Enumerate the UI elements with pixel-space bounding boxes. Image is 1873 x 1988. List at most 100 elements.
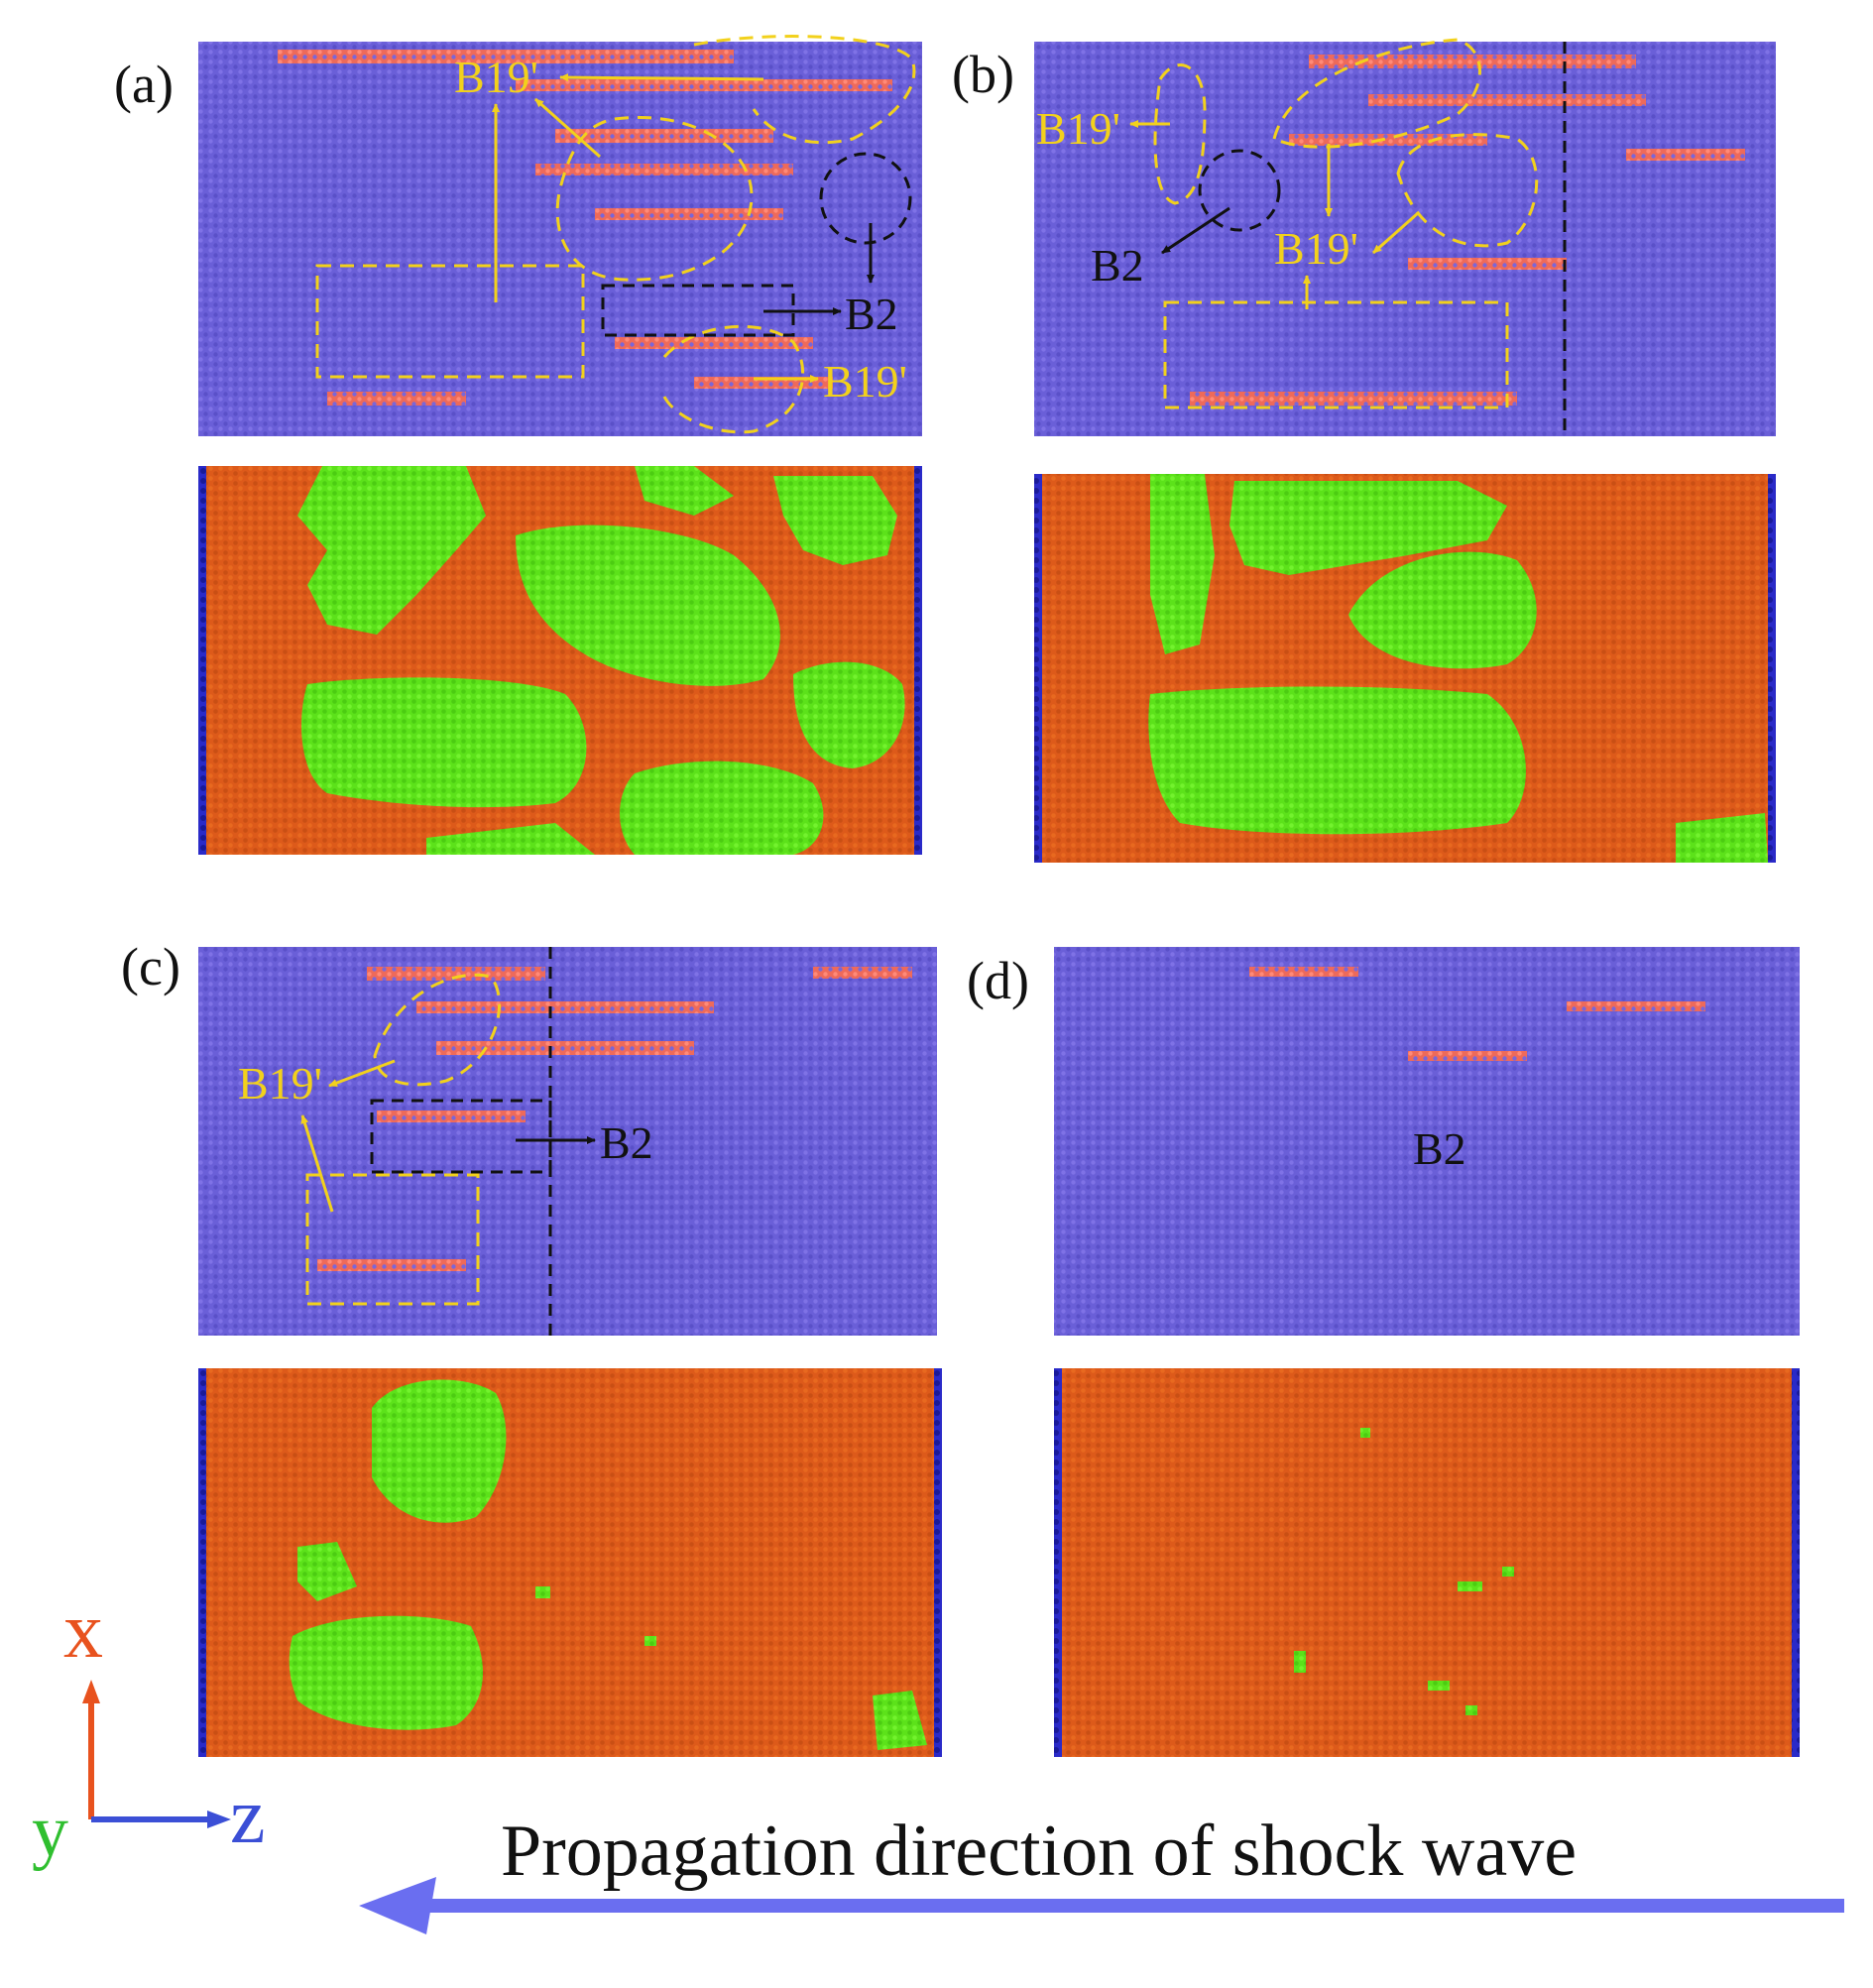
shock-arrow-head — [359, 1877, 436, 1934]
panel-c-tag-b2: B2 — [600, 1117, 653, 1168]
panel-c — [198, 947, 942, 1757]
panel-a-arrow — [534, 97, 601, 159]
panel-d-green-region — [1465, 1705, 1477, 1715]
panel-c-stripe — [367, 967, 545, 981]
shock-arrow-shaft — [426, 1899, 1844, 1913]
panel-d-green-region — [1360, 1428, 1370, 1438]
panel-a-stripe — [555, 129, 773, 143]
panel-d-edge — [1054, 1368, 1062, 1757]
panel-a-green-region — [635, 466, 734, 516]
panel-b-arrow — [1372, 211, 1419, 255]
panel-a-green-region — [516, 525, 780, 686]
panel-b-green-region — [1148, 686, 1526, 835]
panel-c-stripe — [436, 1041, 694, 1055]
panel-c-stripe — [813, 967, 912, 979]
panel-b-phase-map — [1034, 474, 1776, 863]
coordinate-axes — [82, 1680, 231, 1828]
panel-b-green-region — [1348, 551, 1537, 669]
panel-b-atomic-bg — [1034, 42, 1776, 436]
panel-a-green-region — [793, 661, 905, 768]
panel-d-green-region — [1502, 1567, 1514, 1577]
panel-d-stripe — [1249, 967, 1358, 977]
panel-b-edge — [1034, 474, 1042, 863]
panel-d-stripe — [1408, 1051, 1527, 1061]
panel-a-tag-b2: B2 — [845, 289, 898, 339]
panel-d-tag-b2: B2 — [1413, 1123, 1466, 1174]
panel-c-stripe — [416, 1001, 714, 1013]
panel-c-arrow — [328, 1059, 396, 1088]
panel-a-stripe — [278, 50, 734, 63]
panel-d-phase-map — [1054, 1368, 1800, 1757]
panel-b-tag-b19: B19' — [1036, 103, 1120, 154]
panel-a-stripe — [615, 337, 813, 349]
panel-b-dashed-curve — [1272, 38, 1481, 149]
y-axis-label: y — [32, 1791, 68, 1872]
panel-d-atomic-bg — [1054, 947, 1800, 1336]
panel-a-dashed-rect — [315, 264, 585, 379]
panel-c-dashed-rect — [370, 1099, 552, 1174]
panel-a-dashed-ellipse — [555, 116, 754, 282]
panel-b-tag-b19: B19' — [1274, 223, 1358, 274]
panel-a — [198, 35, 922, 855]
panel-c-green-region — [372, 1379, 507, 1523]
shock-direction-arrow — [359, 1877, 1844, 1934]
panel-b-dashed-curve — [1153, 63, 1207, 205]
panel-b-dashed-rect — [1163, 300, 1509, 409]
panel-a-dashed-curve — [693, 35, 916, 145]
panel-a-edge — [914, 466, 922, 855]
panel-c-green-region — [289, 1615, 483, 1730]
panel-b — [1034, 38, 1776, 863]
panel-c-green-region — [535, 1586, 550, 1598]
panel-c-arrow — [300, 1114, 334, 1213]
panel-d-phase-bg — [1054, 1368, 1800, 1757]
panel-b-arrow — [1161, 206, 1230, 255]
panel-a-stripe — [595, 208, 783, 220]
panel-d-green-region — [1428, 1681, 1450, 1691]
panel-b-dashed-circle — [1198, 149, 1281, 232]
z-axis-label: z — [230, 1773, 266, 1860]
panel-d-stripe — [1567, 1001, 1705, 1011]
panel-b-stripe — [1190, 392, 1517, 406]
panel-a-stripe — [535, 164, 793, 175]
panel-d-green-region — [1294, 1651, 1306, 1673]
panel-c-dashed-curve — [373, 973, 502, 1087]
panel-c-atomic-view — [198, 947, 937, 1336]
panel-c-green-region — [297, 1542, 357, 1601]
panel-a-atomic-view — [198, 35, 922, 436]
panel-c-edge — [934, 1368, 942, 1757]
panel-c-phase-map — [198, 1368, 942, 1757]
shock-wave-caption: Propagation direction of shock wave — [501, 1811, 1578, 1892]
panel-c-green-region — [644, 1636, 656, 1646]
panel-b-stripe — [1408, 258, 1567, 270]
panel-c-green-region — [873, 1691, 927, 1750]
panel-c-edge — [198, 1368, 206, 1757]
panel-a-green-region — [620, 760, 824, 855]
panel-d — [1054, 947, 1800, 1757]
panel-c-stripe — [317, 1259, 466, 1271]
panel-a-stripe — [327, 392, 466, 406]
panel-a-edge — [198, 466, 206, 855]
panel-b-label: (b) — [952, 45, 1014, 104]
panel-a-green-region — [301, 677, 587, 808]
panel-b-dashed-curve — [1396, 133, 1539, 248]
panel-b-stripe — [1289, 134, 1487, 146]
panel-a-green-region — [297, 466, 486, 635]
panel-a-dashed-curve — [662, 324, 805, 434]
panel-a-dashed-circle — [819, 152, 912, 245]
panel-d-label: (d) — [967, 951, 1029, 1010]
panel-c-tag-b19: B19' — [238, 1058, 322, 1109]
panel-b-green-region — [1229, 481, 1507, 575]
panel-b-stripe — [1309, 55, 1636, 68]
panel-a-green-region — [773, 476, 897, 565]
panel-a-tag-b19: B19' — [454, 52, 538, 102]
panel-a-arrow — [559, 73, 764, 82]
panel-b-green-region — [1150, 474, 1215, 654]
panel-c-label: (c) — [121, 937, 180, 996]
panel-c-dashed-rect — [305, 1173, 480, 1306]
panel-d-atomic-view — [1054, 947, 1800, 1336]
panel-a-phase-map — [198, 466, 922, 855]
panel-d-green-region — [1458, 1581, 1482, 1591]
panel-d-edge — [1792, 1368, 1800, 1757]
